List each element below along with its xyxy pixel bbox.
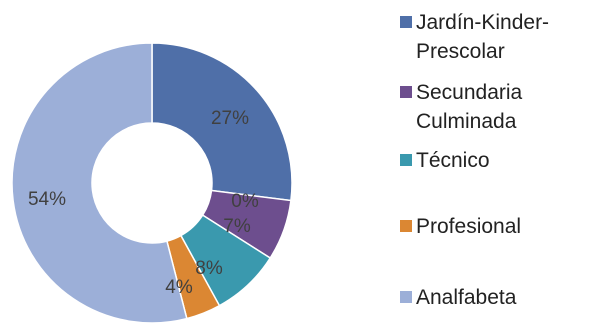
legend-item-secundaria: Secundaria Culminada: [400, 78, 596, 136]
data-label-2: 7%: [223, 216, 251, 237]
legend-swatch: [400, 220, 412, 232]
data-label-1: 0%: [231, 191, 259, 212]
donut-chart: 27% 0% 7%8%4% 54%: [11, 42, 293, 323]
data-label-5: 54%: [28, 189, 66, 210]
slice-5: [11, 42, 188, 323]
legend-label: Secundaria Culminada: [416, 81, 523, 133]
legend: Jardín-Kinder-Prescolar Secundaria Culmi…: [400, 0, 600, 323]
data-label-0: 27%: [211, 108, 249, 129]
data-labels: 27% 0% 7%8%4% 54%: [28, 108, 259, 298]
data-label-4: 4%: [165, 277, 193, 298]
legend-label: Analfabeta: [416, 286, 517, 309]
slices: [11, 42, 293, 323]
legend-swatch: [400, 16, 412, 28]
legend-label: Profesional: [416, 215, 522, 238]
legend-item-analfabeta: Analfabeta: [400, 283, 596, 312]
legend-swatch: [400, 154, 412, 166]
legend-item-tecnico: Técnico: [400, 146, 596, 175]
legend-label: Jardín-Kinder-Prescolar: [416, 11, 550, 63]
legend-swatch: [400, 291, 412, 303]
slice-0: [151, 42, 293, 202]
legend-item-profesional: Profesional: [400, 212, 596, 241]
legend-label: Técnico: [416, 149, 490, 172]
legend-swatch: [400, 86, 412, 98]
legend-item-jardin: Jardín-Kinder-Prescolar: [400, 8, 596, 66]
data-label-3: 8%: [195, 258, 223, 279]
